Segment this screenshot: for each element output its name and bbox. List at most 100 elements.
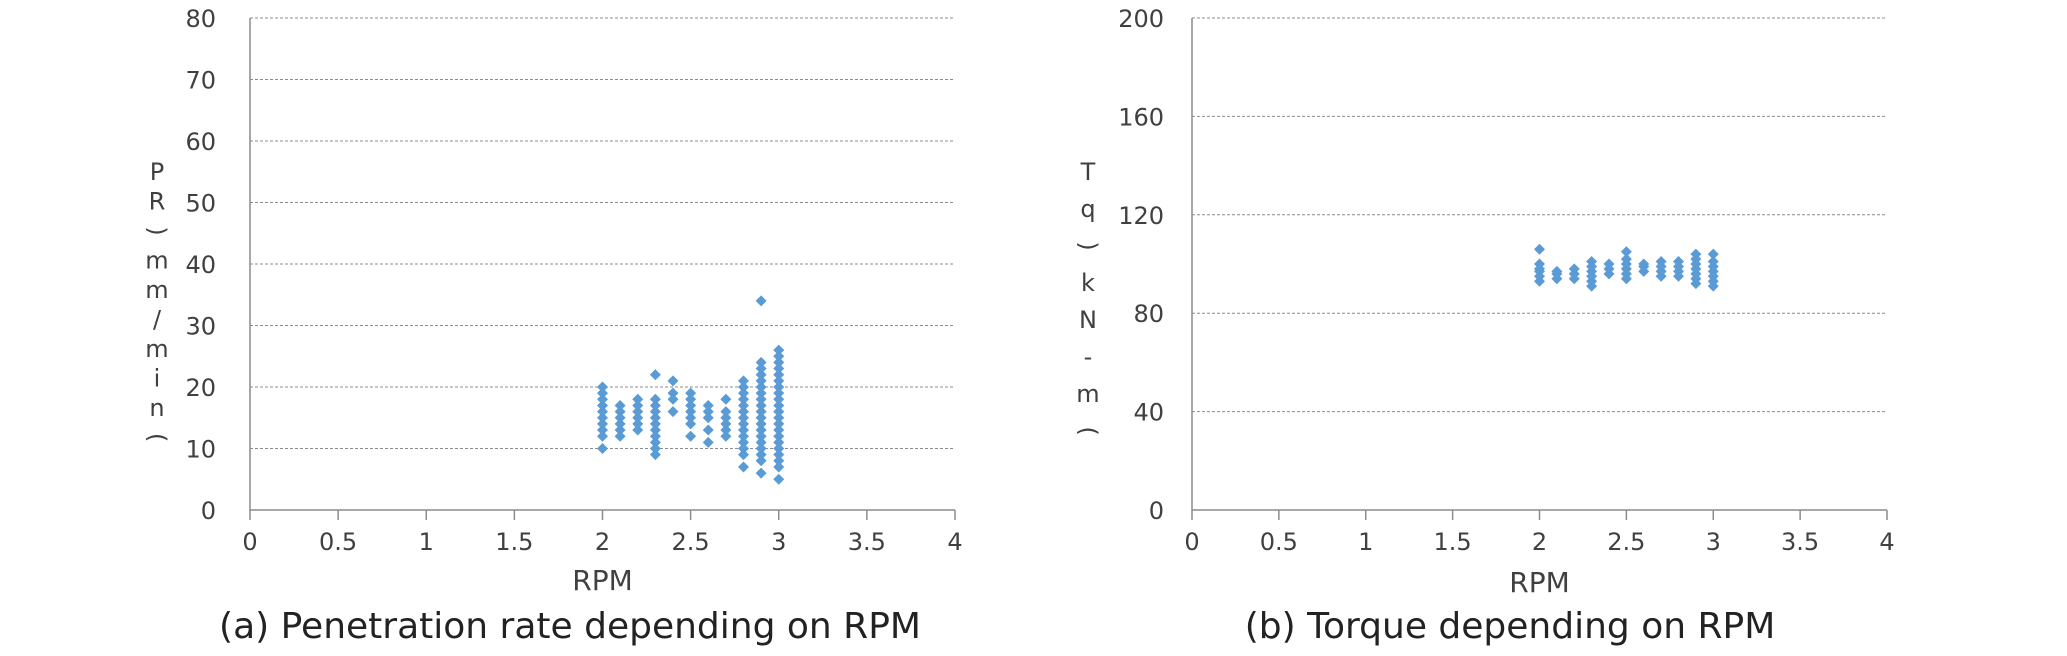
- data-point: [649, 412, 661, 424]
- y-axis-title-char: /: [153, 306, 162, 334]
- data-point: [755, 467, 767, 479]
- x-tick-label: 0.5: [1260, 528, 1298, 556]
- data-point: [755, 449, 767, 461]
- x-tick-label: 1: [1358, 528, 1373, 556]
- data-point: [632, 412, 644, 424]
- data-point: [1620, 253, 1632, 265]
- y-tick-label: 70: [185, 67, 216, 95]
- data-point: [685, 387, 697, 399]
- y-axis-title-char: P: [150, 158, 164, 186]
- y-tick-label: 0: [201, 497, 216, 525]
- data-point: [1534, 243, 1545, 255]
- x-tick-label: 3.5: [848, 528, 886, 556]
- data-point: [1534, 258, 1545, 270]
- data-point: [1673, 256, 1684, 268]
- data-point: [755, 430, 767, 442]
- data-point: [755, 424, 767, 436]
- data-point: [649, 430, 661, 442]
- y-tick-label: 30: [185, 313, 216, 341]
- data-point: [755, 387, 767, 399]
- y-axis-title-char: ): [1074, 241, 1102, 250]
- data-point: [685, 412, 697, 424]
- data-point: [755, 356, 767, 368]
- data-point: [597, 406, 608, 418]
- data-point: [1568, 263, 1580, 275]
- y-axis-title-char: T: [1080, 158, 1096, 186]
- data-point: [1690, 248, 1702, 260]
- data-point: [614, 406, 626, 418]
- data-point: [1707, 256, 1719, 268]
- data-point: [597, 443, 608, 454]
- data-point: [755, 455, 767, 467]
- x-tick-label: 2.5: [1607, 528, 1645, 556]
- data-point: [1638, 258, 1650, 270]
- data-point: [597, 387, 608, 399]
- y-axis-title-char: k: [1081, 269, 1095, 297]
- data-point: [738, 387, 749, 399]
- y-tick-label: 20: [185, 374, 216, 402]
- y-axis-title-char: m: [145, 276, 168, 304]
- y-tick-label: 200: [1118, 5, 1164, 33]
- y-axis-title-char: ): [143, 226, 171, 235]
- data-point: [1603, 258, 1615, 270]
- data-point: [738, 412, 749, 424]
- data-point: [755, 418, 767, 430]
- data-point: [773, 344, 785, 356]
- data-point: [738, 375, 749, 387]
- data-point: [773, 387, 785, 399]
- data-point: [632, 399, 644, 411]
- data-point: [773, 455, 785, 467]
- data-point: [632, 393, 644, 405]
- data-point: [614, 424, 626, 436]
- x-tick-label: 2.5: [672, 528, 710, 556]
- y-axis-title-char: i: [154, 365, 161, 393]
- data-point: [614, 430, 626, 442]
- data-point: [720, 424, 732, 436]
- data-point: [738, 443, 749, 454]
- data-point: [738, 436, 749, 448]
- data-point: [667, 393, 679, 405]
- data-point: [702, 406, 714, 418]
- y-tick-label: 40: [185, 251, 216, 279]
- data-point: [597, 399, 608, 411]
- data-point: [597, 418, 608, 430]
- y-tick-label: 10: [185, 436, 216, 464]
- x-tick-label: 4: [1879, 528, 1894, 556]
- data-point: [738, 430, 749, 442]
- data-point: [720, 412, 732, 424]
- data-point: [649, 418, 661, 430]
- x-tick-label: 4: [947, 528, 962, 556]
- x-tick-label: 3.5: [1781, 528, 1819, 556]
- data-point: [597, 430, 608, 442]
- data-point: [720, 430, 732, 442]
- data-point: [597, 412, 608, 424]
- data-point: [755, 375, 767, 387]
- data-point: [720, 393, 732, 405]
- data-point: [738, 393, 749, 405]
- y-tick-label: 120: [1118, 202, 1164, 230]
- x-tick-label: 3: [771, 528, 786, 556]
- data-point: [755, 406, 767, 418]
- y-axis-title-char: q: [1080, 195, 1095, 223]
- data-point: [685, 418, 697, 430]
- y-tick-label: 60: [185, 128, 216, 156]
- data-point: [685, 406, 697, 418]
- data-point: [755, 381, 767, 393]
- y-tick-label: 50: [185, 190, 216, 218]
- data-point: [649, 424, 661, 436]
- y-axis-title-char: m: [145, 247, 168, 275]
- y-tick-label: 80: [185, 5, 216, 33]
- x-tick-label: 1: [419, 528, 434, 556]
- data-point: [597, 381, 608, 393]
- data-point: [755, 399, 767, 411]
- data-point: [685, 399, 697, 411]
- data-point: [667, 375, 679, 387]
- data-point: [773, 406, 785, 418]
- y-axis-title-char: R: [149, 188, 166, 216]
- data-point: [773, 369, 785, 381]
- y-axis-title-char: N: [1079, 306, 1097, 334]
- data-point: [720, 406, 732, 418]
- y-axis-title-char: n: [149, 394, 164, 422]
- data-point: [773, 393, 785, 405]
